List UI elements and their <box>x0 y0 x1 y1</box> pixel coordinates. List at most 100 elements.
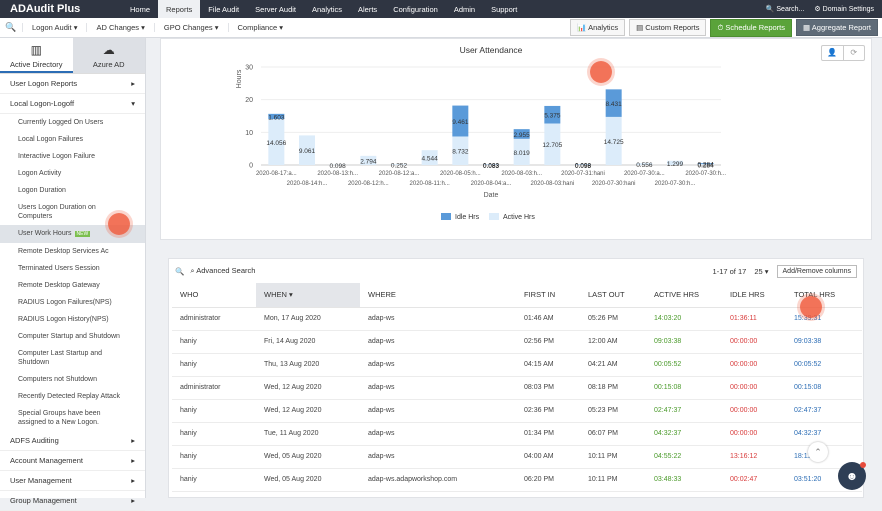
tab-active-directory[interactable]: ▥Active Directory <box>0 38 73 73</box>
chevron-down-icon: ▾ <box>131 99 135 108</box>
cell-last-out: 10:11 PM <box>580 468 646 491</box>
column-header-last-out[interactable]: LAST OUT <box>580 283 646 307</box>
sidebar-item-currently-logged-on-users[interactable]: Currently Logged On Users <box>0 114 145 131</box>
section-account-management[interactable]: Account Management▸ <box>0 451 145 471</box>
search-icon[interactable]: 🔍 <box>0 22 22 33</box>
custom-reports-button[interactable]: ▤ Custom Reports <box>629 19 706 36</box>
table-panel: 🔍 ⌕ Advanced Search 1-17 of 17 25 ▾ Add/… <box>168 258 864 498</box>
sidebar-item-terminated-users-session[interactable]: Terminated Users Session <box>0 260 145 277</box>
top-nav-admin[interactable]: Admin <box>446 0 483 18</box>
scroll-top-button[interactable]: ⌃ <box>808 442 828 462</box>
cell-last-out: 05:26 PM <box>580 307 646 330</box>
page-size-select[interactable]: 25 ▾ <box>754 267 768 276</box>
top-nav-server-audit[interactable]: Server Audit <box>247 0 304 18</box>
sidebar-item-logon-activity[interactable]: Logon Activity <box>0 165 145 182</box>
sidebar-item-computer-startup-and-shutdown[interactable]: Computer Startup and Shutdown <box>0 328 145 345</box>
column-header-active-hrs[interactable]: ACTIVE HRS <box>646 283 722 307</box>
sidebar-item-computers-not-shutdown[interactable]: Computers not Shutdown <box>0 371 145 388</box>
cell-last-out: 10:11 PM <box>580 445 646 468</box>
sidebar-item-label: Remote Desktop Services Ac <box>18 248 109 255</box>
section-adfs-auditing[interactable]: ADFS Auditing▸ <box>0 431 145 451</box>
tab-azure-ad[interactable]: ☁Azure AD <box>73 38 146 73</box>
menu-compliance[interactable]: Compliance ▾ <box>228 23 292 32</box>
cell-where: adap-ws <box>360 445 516 468</box>
sidebar-item-recently-detected-replay-attack[interactable]: Recently Detected Replay Attack <box>0 388 145 405</box>
add-remove-columns-button[interactable]: Add/Remove columns <box>777 265 857 278</box>
top-nav-reports[interactable]: Reports <box>158 0 200 18</box>
data-label-idle: 0.284 <box>698 162 715 169</box>
top-nav-configuration[interactable]: Configuration <box>385 0 446 18</box>
menu-logon-audit[interactable]: Logon Audit ▾ <box>22 23 86 32</box>
data-label-active: 9.061 <box>299 148 316 155</box>
cell-total-hrs: 15:39:31 <box>786 307 862 330</box>
top-nav-alerts[interactable]: Alerts <box>350 0 385 18</box>
cell-when: Wed, 12 Aug 2020 <box>256 399 360 422</box>
sidebar-item-label: Terminated Users Session <box>18 265 100 272</box>
top-nav-file-audit[interactable]: File Audit <box>200 0 247 18</box>
sidebar-item-radius-logon-history-nps-[interactable]: RADIUS Logon History(NPS) <box>0 311 145 328</box>
menu-label: GPO Changes <box>164 23 213 32</box>
column-header-when[interactable]: WHEN ▾ <box>256 283 360 307</box>
column-header-label: WHO <box>180 290 198 299</box>
global-search-button[interactable]: 🔍 Search... <box>766 5 805 13</box>
sidebar-item-special-groups-have-been-assigned-to-a-new-logon-[interactable]: Special Groups have been assigned to a N… <box>0 405 145 431</box>
sidebar-item-remote-desktop-services-ac[interactable]: Remote Desktop Services Ac <box>0 243 145 260</box>
top-nav-home[interactable]: Home <box>122 0 158 18</box>
top-nav-support[interactable]: Support <box>483 0 525 18</box>
menu-label: Compliance <box>238 23 278 32</box>
search-icon[interactable]: 🔍 <box>175 267 184 276</box>
column-header-where[interactable]: WHERE <box>360 283 516 307</box>
section-local-logon-logoff[interactable]: Local Logon-Logoff▾ <box>0 94 145 114</box>
analytics-button[interactable]: 📊 Analytics <box>570 19 625 36</box>
cell-last-out: 06:07 PM <box>580 422 646 445</box>
sidebar-item-computer-last-startup-and-shutdown[interactable]: Computer Last Startup and Shutdown <box>0 345 145 371</box>
page-size-value: 25 <box>754 267 762 276</box>
cell-when: Wed, 12 Aug 2020 <box>256 376 360 399</box>
data-label-idle: 1.603 <box>268 114 285 121</box>
chevron-right-icon: ▸ <box>131 79 135 88</box>
help-chat-button[interactable]: ☻ <box>838 462 866 490</box>
click-marker <box>590 61 612 83</box>
section-user-management[interactable]: User Management▸ <box>0 471 145 491</box>
column-header-idle-hrs[interactable]: IDLE HRS <box>722 283 786 307</box>
domain-settings-button[interactable]: ⚙ Domain Settings <box>814 5 874 13</box>
sidebar-item-local-logon-failures[interactable]: Local Logon Failures <box>0 131 145 148</box>
sidebar-item-label: Interactive Logon Failure <box>18 153 95 160</box>
column-header-first-in[interactable]: FIRST IN <box>516 283 580 307</box>
data-label-active: 0.098 <box>330 163 347 170</box>
schedule-reports-button[interactable]: ⏱ Schedule Reports <box>710 19 792 37</box>
sidebar-item-radius-logon-failures-nps-[interactable]: RADIUS Logon Failures(NPS) <box>0 294 145 311</box>
aggregate-report-button[interactable]: ▦ Aggregate Report <box>796 19 878 36</box>
sidebar-item-remote-desktop-gateway[interactable]: Remote Desktop Gateway <box>0 277 145 294</box>
cell-total-hrs: 04:32:37 <box>786 422 862 445</box>
column-header-label: ACTIVE HRS <box>654 290 699 299</box>
y-tick-label: 30 <box>245 65 253 72</box>
menu-gpo-changes[interactable]: GPO Changes ▾ <box>154 23 228 32</box>
top-nav-analytics[interactable]: Analytics <box>304 0 350 18</box>
sidebar-item-label: RADIUS Logon Failures(NPS) <box>18 299 112 306</box>
sidebar-item-logon-duration[interactable]: Logon Duration <box>0 182 145 199</box>
advanced-search-link[interactable]: ⌕ Advanced Search <box>190 266 255 276</box>
x-tick-label: 2020-08-12:h... <box>348 181 389 187</box>
column-header-total-hrs[interactable]: TOTAL HRS <box>786 283 862 307</box>
menu-ad-changes[interactable]: AD Changes ▾ <box>86 23 153 32</box>
section-user-logon-reports[interactable]: User Logon Reports▸ <box>0 74 145 94</box>
section-label: Group Management <box>10 496 77 505</box>
data-label-idle: 9.461 <box>452 119 469 126</box>
section-group-management[interactable]: Group Management▸ <box>0 491 145 511</box>
y-tick-label: 0 <box>249 163 253 170</box>
column-header-who[interactable]: WHO <box>172 283 256 307</box>
subbar-actions: 📊 Analytics ▤ Custom Reports ⏱ Schedule … <box>570 19 882 37</box>
sidebar-item-interactive-logon-failure[interactable]: Interactive Logon Failure <box>0 148 145 165</box>
